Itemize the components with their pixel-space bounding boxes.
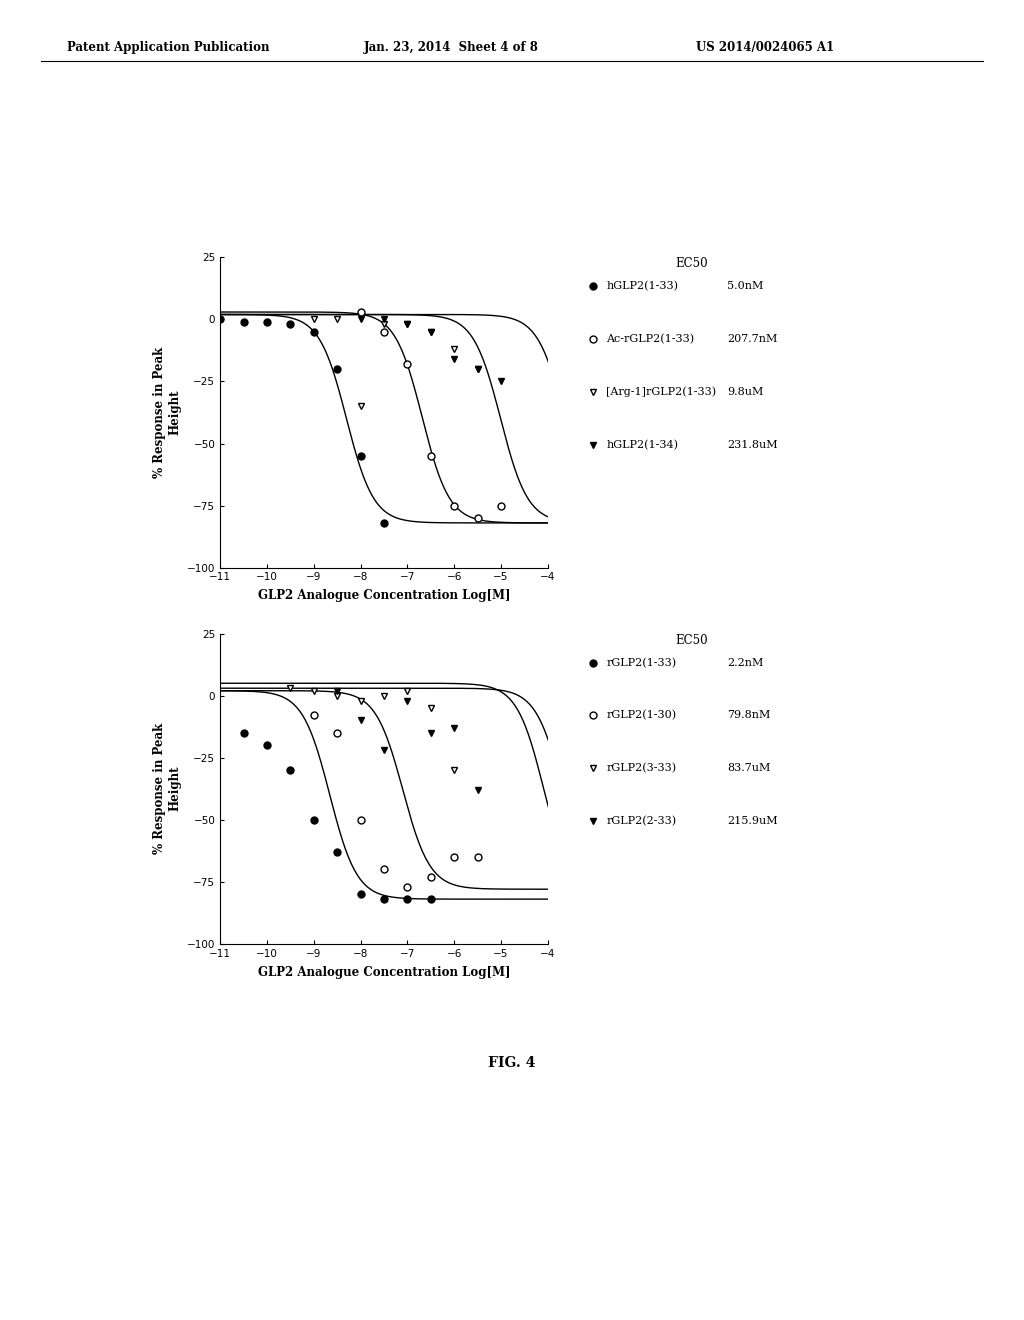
X-axis label: GLP2 Analogue Concentration Log[M]: GLP2 Analogue Concentration Log[M] bbox=[258, 966, 510, 978]
Text: 5.0nM: 5.0nM bbox=[727, 281, 764, 292]
Text: rGLP2(3-33): rGLP2(3-33) bbox=[606, 763, 676, 774]
Text: 79.8nM: 79.8nM bbox=[727, 710, 770, 721]
Text: rGLP2(2-33): rGLP2(2-33) bbox=[606, 816, 676, 826]
Text: Patent Application Publication: Patent Application Publication bbox=[67, 41, 269, 54]
Text: Ac-rGLP2(1-33): Ac-rGLP2(1-33) bbox=[606, 334, 694, 345]
Text: 207.7nM: 207.7nM bbox=[727, 334, 777, 345]
Y-axis label: % Response in Peak
Height: % Response in Peak Height bbox=[154, 723, 181, 854]
Text: 2.2nM: 2.2nM bbox=[727, 657, 764, 668]
Text: 215.9uM: 215.9uM bbox=[727, 816, 777, 826]
X-axis label: GLP2 Analogue Concentration Log[M]: GLP2 Analogue Concentration Log[M] bbox=[258, 590, 510, 602]
Text: 231.8uM: 231.8uM bbox=[727, 440, 777, 450]
Text: EC50: EC50 bbox=[676, 257, 709, 271]
Text: hGLP2(1-34): hGLP2(1-34) bbox=[606, 440, 678, 450]
Text: US 2014/0024065 A1: US 2014/0024065 A1 bbox=[696, 41, 835, 54]
Text: rGLP2(1-30): rGLP2(1-30) bbox=[606, 710, 676, 721]
Text: Jan. 23, 2014  Sheet 4 of 8: Jan. 23, 2014 Sheet 4 of 8 bbox=[364, 41, 539, 54]
Text: hGLP2(1-33): hGLP2(1-33) bbox=[606, 281, 678, 292]
Text: FIG. 4: FIG. 4 bbox=[488, 1056, 536, 1069]
Text: rGLP2(1-33): rGLP2(1-33) bbox=[606, 657, 676, 668]
Y-axis label: % Response in Peak
Height: % Response in Peak Height bbox=[154, 347, 181, 478]
Text: [Arg-1]rGLP2(1-33): [Arg-1]rGLP2(1-33) bbox=[606, 387, 717, 397]
Text: 9.8uM: 9.8uM bbox=[727, 387, 764, 397]
Text: 83.7uM: 83.7uM bbox=[727, 763, 770, 774]
Text: EC50: EC50 bbox=[676, 634, 709, 647]
